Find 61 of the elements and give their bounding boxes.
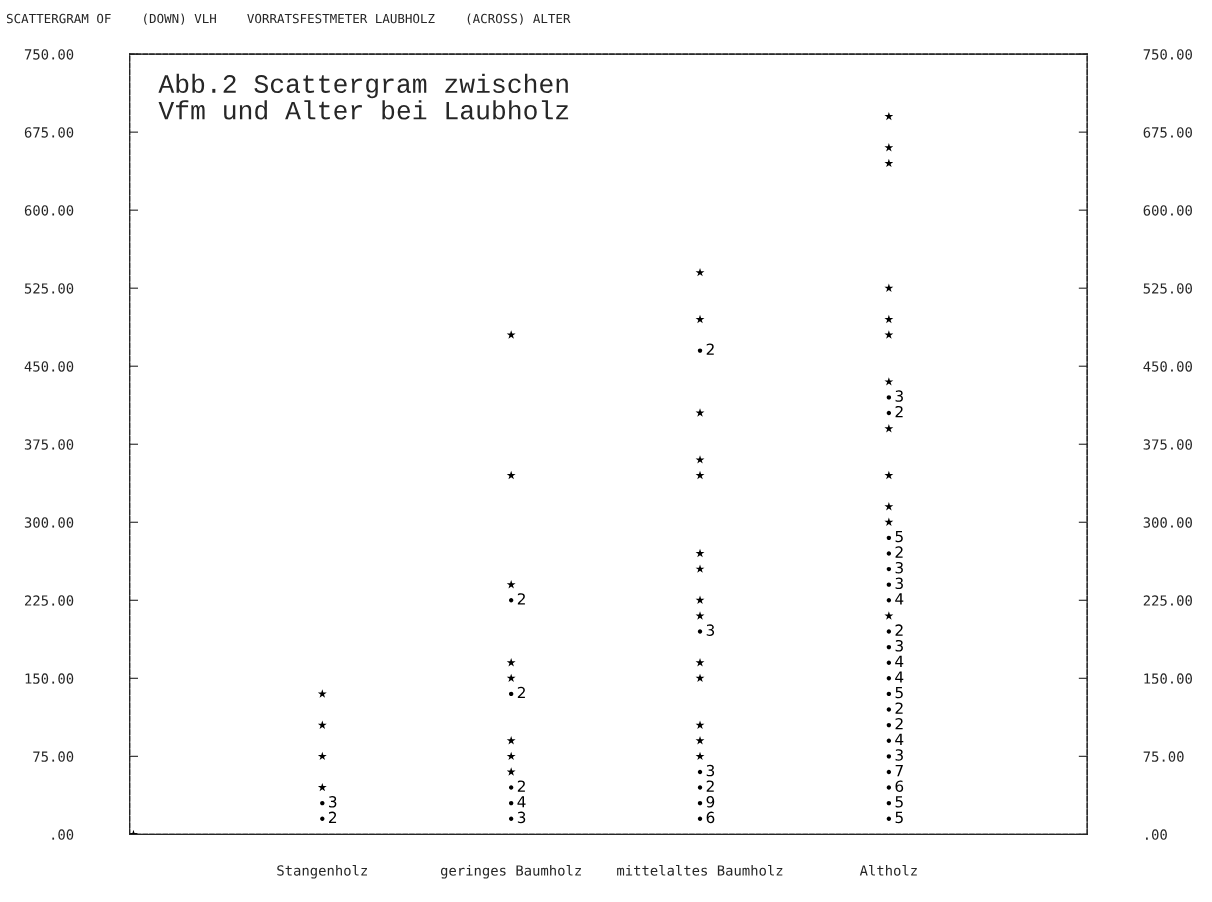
annotation: Abb.2 Scattergram zwischen Vfm und Alter bei Laubholz (158, 73, 569, 120)
y2-tick-label: 525.00 (1143, 283, 1192, 294)
y2-tick-label: 75.00 (1143, 751, 1184, 762)
y-tick-label: 375.00 (24, 439, 74, 450)
series-label: 9 (706, 796, 715, 808)
y-tick-label: .00 (52, 829, 74, 840)
x-tick-label: geringes Baumholz (440, 864, 581, 879)
y-tick-label: 525.00 (24, 283, 74, 294)
y-tick-label: 750.00 (24, 49, 74, 60)
chart-title: SCATTERGRAM OF (DOWN) VLH VORRATSFESTMETER LAUBHOLZ (ACROSS) ALTER (6, 13, 571, 25)
text: 3 (895, 561, 903, 574)
text: 3 (895, 577, 903, 590)
text: 2 (517, 780, 525, 792)
text: 3 (895, 749, 903, 761)
text: 5 (895, 811, 903, 824)
text: 5 (895, 796, 903, 808)
series-label: 2 (895, 624, 903, 636)
text: 3 (706, 764, 715, 777)
text: 2 (895, 546, 903, 558)
text: 2 (517, 593, 525, 605)
text: 4 (517, 796, 526, 808)
series-label: 7 (895, 765, 903, 777)
series-label: 5 (895, 530, 903, 543)
series-label: 3 (895, 639, 903, 652)
text: 6 (706, 811, 715, 824)
text: 3 (329, 796, 337, 808)
text: 5 (895, 686, 903, 699)
text: 3 (706, 624, 715, 636)
text: 2 (328, 811, 337, 823)
text: 2 (895, 717, 903, 730)
y2-tick-label: 675.00 (1143, 127, 1192, 138)
y2-tick-label: 300.00 (1143, 517, 1192, 528)
y-tick-label: 150.00 (25, 673, 74, 684)
text: 4 (895, 733, 904, 745)
y-tick-label: 675.00 (24, 127, 74, 138)
x-tick-label: Altholz (859, 864, 917, 876)
text: 4 (895, 671, 904, 683)
x-tick-label: Stangenholz (277, 864, 367, 879)
text: 2 (706, 780, 714, 792)
text: 2 (517, 686, 525, 699)
series-label: 4 (895, 593, 904, 605)
y-tick-label: 225.00 (24, 595, 74, 606)
text: 2 (895, 405, 903, 418)
series-label: 6 (895, 780, 904, 792)
text: 2 (895, 702, 903, 714)
y-tick-label: 450.00 (24, 361, 74, 372)
text: 4 (895, 655, 904, 667)
y-tick-label: 75.00 (33, 751, 74, 762)
y2-tick-label: 225.00 (1143, 595, 1192, 606)
text: 2 (706, 343, 714, 355)
text: 3 (517, 811, 526, 824)
text: 3 (895, 390, 903, 402)
y2-tick-label: 150.00 (1144, 673, 1192, 684)
y2-tick-label: .00 (1146, 829, 1167, 840)
y2-tick-label: 375.00 (1143, 439, 1192, 450)
y-tick-label: 600.00 (24, 205, 74, 216)
y2-tick-label: 450.00 (1143, 361, 1192, 372)
y2-tick-label: 750.00 (1143, 49, 1192, 60)
y2-tick-label: 600.00 (1143, 205, 1192, 216)
x-tick-label: mittelaltes Baumholz (617, 864, 783, 876)
y-tick-label: 300.00 (24, 517, 74, 528)
